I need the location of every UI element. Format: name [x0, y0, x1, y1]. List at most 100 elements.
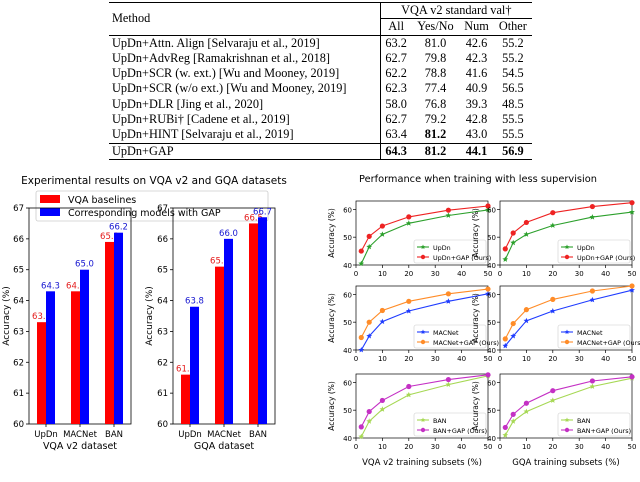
y-tick-label: 62 — [13, 358, 24, 368]
data-point — [589, 378, 595, 384]
data-point — [366, 408, 372, 415]
value-cell: 62.7 — [379, 50, 412, 67]
plot-frame — [355, 373, 489, 439]
data-label: 65.1 — [210, 257, 229, 267]
series-line — [360, 375, 489, 437]
value-cell: 62.2 — [379, 66, 412, 82]
x-tick-label: 30 — [431, 270, 440, 278]
x-tick-label: 50 — [628, 443, 637, 451]
x-tick-label: 30 — [575, 270, 584, 278]
y-tick-label: 40 — [487, 262, 496, 270]
data-point — [629, 209, 635, 215]
col-header: Num — [459, 18, 494, 36]
value-cell: 43.0 — [465, 127, 488, 142]
y-tick-label: 50 — [343, 234, 352, 242]
legend-marker — [564, 417, 570, 422]
data-point — [379, 397, 385, 404]
value-cell: 48.5 — [502, 96, 524, 111]
data-point — [550, 296, 556, 302]
value-cell: 42.3 — [465, 50, 488, 65]
data-point — [445, 298, 452, 304]
data-point — [502, 342, 509, 349]
x-tick-label: 40 — [601, 270, 610, 278]
y-tick-label: 40 — [343, 435, 352, 443]
method-cell: UpDn+SCR (w. ext.) [Wu and Mooney, 2019] — [112, 66, 340, 81]
legend-marker — [420, 254, 426, 260]
legend-label: UpDn+GAP (Ours) — [577, 254, 635, 262]
data-point — [358, 433, 365, 439]
x-axis-label: GQA training subsets (%) — [512, 458, 619, 468]
legend-box — [413, 412, 487, 437]
x-axis-label: GQA dataset — [194, 441, 255, 452]
data-point — [445, 212, 452, 218]
bar-chart: Experimental results on VQA v2 and GQA d… — [2, 175, 287, 452]
y-axis-label: Accuracy (%) — [471, 208, 480, 258]
y-tick-label: 60 — [487, 291, 496, 299]
x-axis-label: VQA v2 dataset — [43, 441, 117, 452]
legend-box — [557, 324, 631, 349]
legend-label: BAN+GAP (Ours) — [433, 427, 487, 435]
x-tick-label: 40 — [601, 443, 610, 451]
x-tick-label: 10 — [522, 443, 531, 451]
table-row: UpDn+Attn. Align [Selvaraju et al., 2019… — [109, 35, 532, 51]
y-tick-label: 50 — [487, 407, 496, 415]
data-point — [523, 317, 530, 324]
data-point — [379, 223, 385, 229]
bar — [71, 291, 80, 424]
x-axis-label: VQA v2 training subsets (%) — [362, 458, 482, 468]
x-tick-label: 0 — [354, 270, 358, 278]
series-line — [360, 288, 489, 338]
legend-marker — [420, 417, 426, 422]
data-point — [358, 248, 364, 254]
data-point — [406, 383, 412, 390]
x-tick-label: 30 — [575, 443, 584, 451]
value-cell: 81.0 — [424, 35, 447, 50]
table-row: UpDn+DLR [Jing et al., 2020] 58.0 76.8 39.3… — [109, 96, 532, 113]
bar — [249, 223, 258, 424]
legend-swatch-baseline — [40, 195, 60, 203]
data-point — [366, 333, 373, 339]
value-cell: 63.2 — [379, 35, 412, 51]
legend-marker — [564, 244, 570, 249]
data-label: 65.9 — [100, 232, 119, 242]
legend-marker — [420, 244, 426, 249]
x-tick-label: 20 — [548, 270, 557, 278]
data-point — [485, 206, 491, 213]
data-label: 66.2 — [109, 223, 128, 233]
y-axis-label: Accuracy (%) — [471, 381, 480, 431]
data-point — [629, 287, 635, 293]
x-tick-label: UpDn — [34, 430, 58, 440]
legend-label-gap: Corresponding models with GAP — [68, 208, 221, 219]
legend-marker — [420, 339, 426, 345]
y-tick-label: 60 — [157, 420, 168, 430]
y-tick-label: 61 — [13, 389, 24, 399]
data-point — [445, 291, 451, 297]
value-cell: 42.8 — [465, 112, 488, 127]
data-point — [589, 203, 595, 210]
bar — [258, 217, 267, 424]
data-label: 65.0 — [75, 260, 94, 270]
legend-marker — [564, 254, 570, 260]
table-row: UpDn+RUBi† [Cadene et al., 2019] 62.7 79.2… — [109, 112, 532, 128]
data-point — [550, 210, 556, 216]
x-tick-label: 20 — [548, 443, 557, 451]
data-label: 66.7 — [253, 207, 272, 217]
x-tick-label: 40 — [601, 355, 610, 363]
data-point — [510, 418, 517, 424]
value-cell: 58.0 — [379, 96, 412, 113]
legend-box — [35, 190, 269, 222]
data-point — [405, 220, 412, 226]
value-cell: 55.2 — [502, 50, 524, 65]
legend-label: BAN+GAP (Ours) — [577, 427, 631, 435]
legend-marker — [564, 329, 570, 334]
y-tick-label: 60 — [343, 379, 352, 387]
x-tick-label: 0 — [498, 443, 502, 451]
data-point — [523, 408, 530, 414]
data-point — [629, 200, 635, 206]
series-line — [360, 205, 489, 252]
y-tick-label: 63 — [13, 327, 24, 337]
value-cell: 42.6 — [465, 35, 488, 50]
data-point — [629, 283, 635, 289]
data-point — [485, 372, 491, 378]
value-cell: 54.5 — [502, 66, 524, 81]
